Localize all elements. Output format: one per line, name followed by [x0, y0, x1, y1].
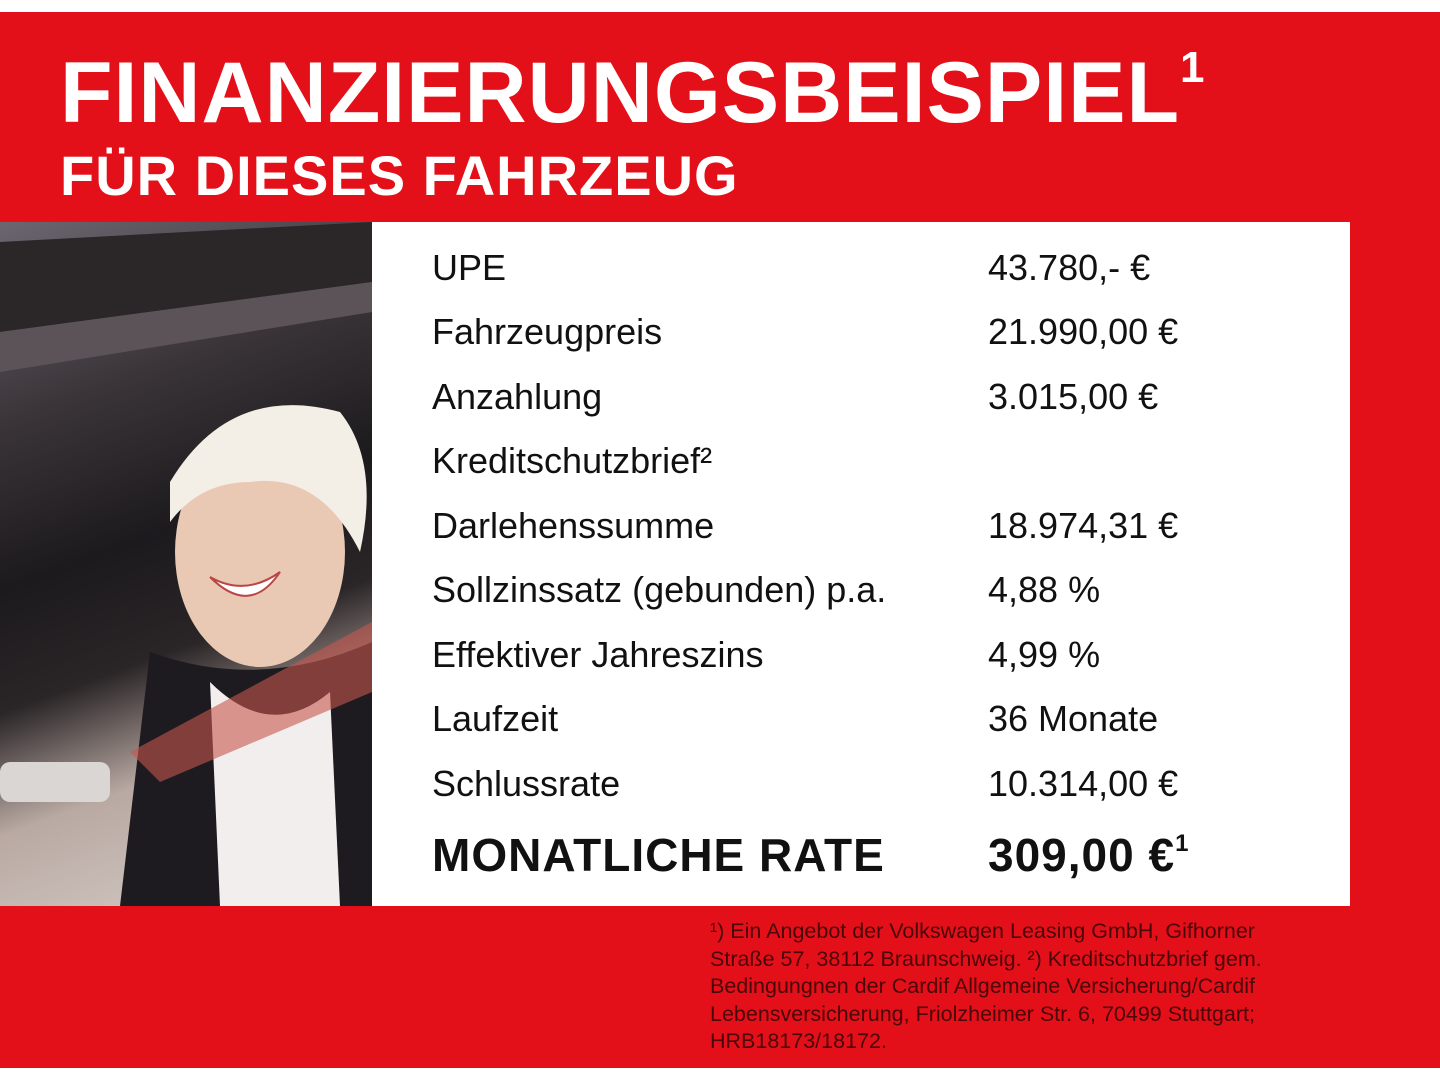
table-row: Darlehenssumme 18.974,31 €	[432, 508, 1332, 544]
page-subtitle: FÜR DIESES FAHRZEUG	[60, 144, 739, 207]
table-row: Schlussrate 10.314,00 €	[432, 766, 1332, 802]
monthly-rate-footnote-mark: 1	[1175, 830, 1190, 857]
table-row: Fahrzeugpreis 21.990,00 €	[432, 314, 1332, 350]
footnote-line: HRB18173/18172.	[710, 1029, 887, 1053]
row-value: 10.314,00 €	[988, 763, 1179, 804]
footnote-line: Bedingungnen der Cardif Allgemeine Versi…	[710, 974, 1256, 998]
footnote-line: Lebensversicherung, Friolzheimer Str. 6,…	[710, 1001, 1255, 1026]
title-footnote-mark: 1	[1179, 43, 1206, 92]
table-row: UPE 43.780,- €	[432, 250, 1332, 286]
table-row: Sollzinssatz (gebunden) p.a. 4,88 %	[432, 572, 1332, 608]
woman-in-car-photo	[0, 222, 372, 906]
monthly-rate-value: 309,00 €1	[988, 829, 1190, 881]
footnote-line: Straße 57, 38112 Braunschweig. ²) Kredit…	[710, 946, 1262, 971]
title-text: FINANZIERUNGSBEISPIEL	[60, 45, 1180, 141]
row-label: Fahrzeugpreis	[432, 311, 663, 352]
row-label: Effektiver Jahreszins	[432, 634, 764, 675]
row-label: Sollzinssatz (gebunden) p.a.	[432, 569, 887, 610]
row-label: Kreditschutzbrief²	[432, 440, 713, 481]
table-row: Anzahlung 3.015,00 €	[432, 379, 1332, 415]
table-row: Kreditschutzbrief²	[432, 443, 1332, 479]
row-value: 18.974,31 €	[988, 505, 1179, 546]
row-label: Darlehenssumme	[432, 505, 715, 546]
table-row: Effektiver Jahreszins 4,99 %	[432, 637, 1332, 673]
page-title: FINANZIERUNGSBEISPIEL1	[60, 46, 1205, 137]
row-value: 4,99 %	[988, 634, 1101, 675]
row-value: 36 Monate	[988, 698, 1159, 739]
row-label: UPE	[432, 247, 507, 288]
footnote-line: ¹) Ein Angebot der Volkswagen Leasing Gm…	[710, 919, 1255, 943]
row-value: 43.780,- €	[988, 247, 1151, 288]
row-label: Laufzeit	[432, 698, 559, 739]
monthly-rate-row: MONATLICHE RATE 309,00 €1	[432, 829, 1332, 881]
row-value: 4,88 %	[988, 569, 1101, 610]
financing-table: UPE 43.780,- € Fahrzeugpreis 21.990,00 € A…	[372, 222, 1350, 906]
row-label: Anzahlung	[432, 376, 603, 417]
monthly-rate-amount: 309,00 €	[988, 829, 1176, 881]
row-value: 21.990,00 €	[988, 311, 1179, 352]
row-label: Schlussrate	[432, 763, 621, 804]
table-row: Laufzeit 36 Monate	[432, 701, 1332, 737]
footnote: ¹) Ein Angebot der Volkswagen Leasing Gm…	[710, 918, 1330, 1056]
monthly-rate-label: MONATLICHE RATE	[432, 829, 885, 881]
row-value: 3.015,00 €	[988, 376, 1159, 417]
